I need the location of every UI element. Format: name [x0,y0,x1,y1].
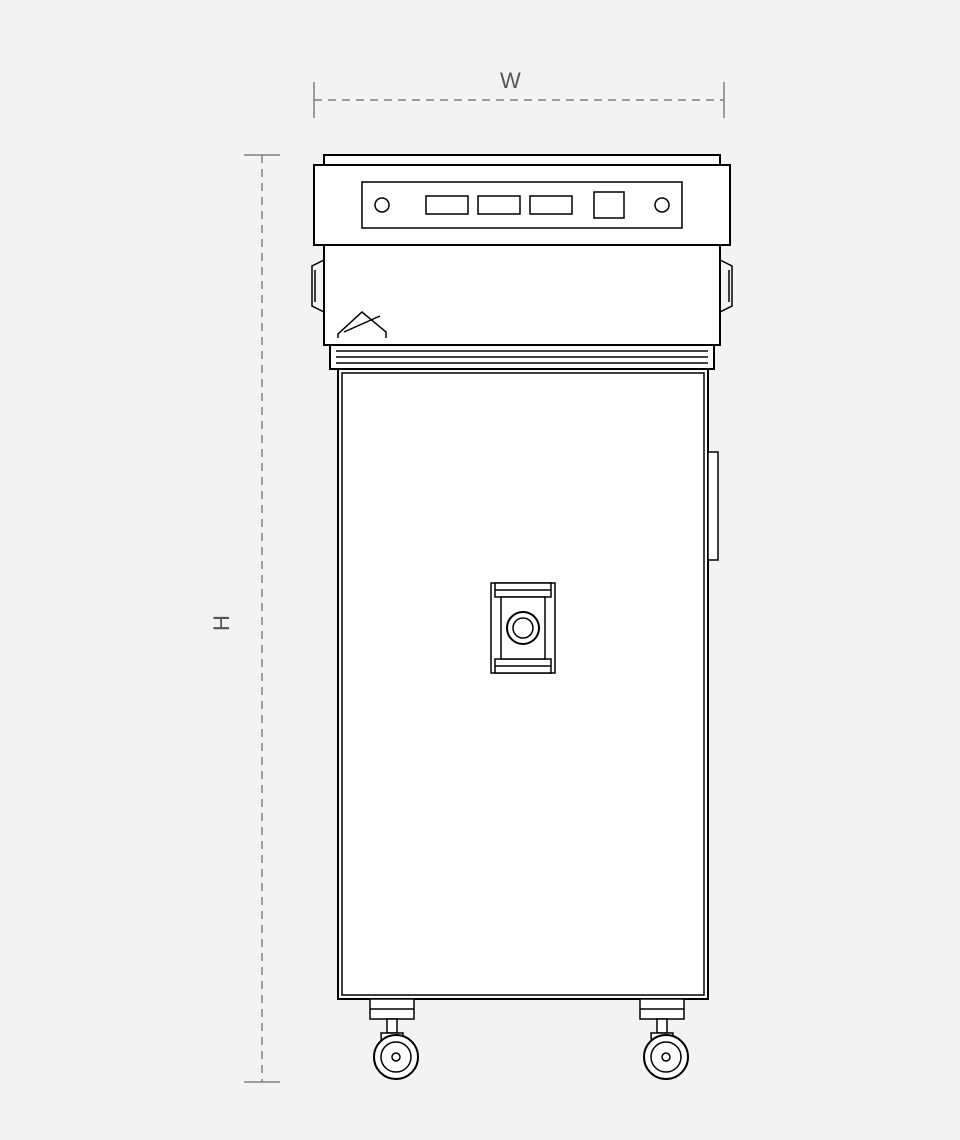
caster-right-stem [657,1019,667,1033]
width-dimension-label: W [500,68,521,94]
top-cap [324,155,720,165]
side-bracket-left [312,260,324,312]
height-dimension-label: H [209,615,235,631]
door-latch-knob [507,612,539,644]
cabinet-outer [338,369,708,999]
appliance-line-drawing [0,0,960,1140]
caster-left-stem [387,1019,397,1033]
diagram-root [0,0,960,1140]
side-bracket-right [720,260,732,312]
control-panel-outer [314,165,730,245]
cabinet-side-plate [708,452,718,560]
